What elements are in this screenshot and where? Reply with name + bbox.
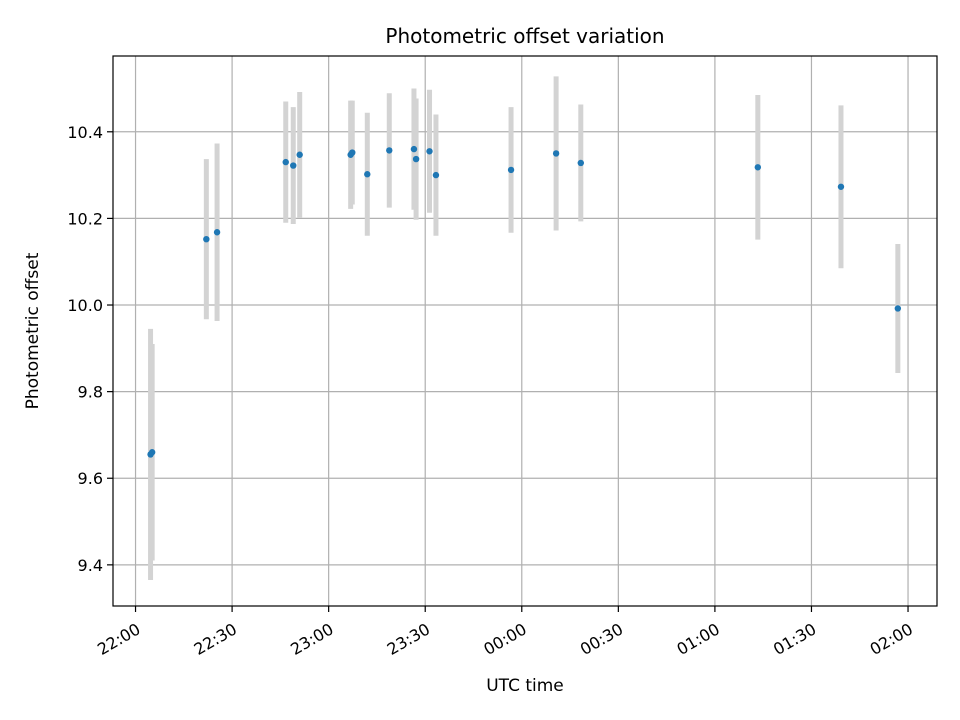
point-layer bbox=[147, 145, 902, 458]
data-point bbox=[426, 148, 433, 155]
data-point bbox=[552, 150, 560, 157]
data-point bbox=[203, 235, 210, 243]
data-point bbox=[507, 166, 515, 174]
x-axis-label: UTC time bbox=[486, 676, 564, 696]
y-tick-label: 10.0 bbox=[67, 296, 103, 315]
y-axis-label: Photometric offset bbox=[23, 252, 43, 409]
plot-frame bbox=[112, 55, 938, 607]
data-point bbox=[432, 171, 440, 179]
data-point bbox=[213, 229, 221, 236]
data-point bbox=[754, 164, 762, 171]
data-point bbox=[577, 159, 584, 167]
y-tick-label: 9.8 bbox=[78, 383, 103, 402]
data-point bbox=[349, 149, 356, 156]
y-tick-label: 10.2 bbox=[67, 209, 103, 228]
grid-layer bbox=[113, 56, 937, 606]
data-point bbox=[410, 145, 418, 153]
data-point bbox=[290, 162, 297, 169]
data-point bbox=[386, 147, 393, 154]
data-point bbox=[296, 151, 303, 158]
data-point bbox=[148, 449, 156, 456]
y-tick-label: 9.6 bbox=[78, 469, 103, 488]
data-point bbox=[894, 305, 902, 312]
y-tick-label: 9.4 bbox=[78, 556, 103, 575]
chart-title: Photometric offset variation bbox=[385, 24, 664, 48]
data-point bbox=[282, 158, 289, 166]
data-point bbox=[412, 155, 420, 163]
y-tick-label: 10.4 bbox=[67, 123, 103, 142]
data-point bbox=[837, 183, 845, 190]
data-point bbox=[364, 171, 371, 178]
